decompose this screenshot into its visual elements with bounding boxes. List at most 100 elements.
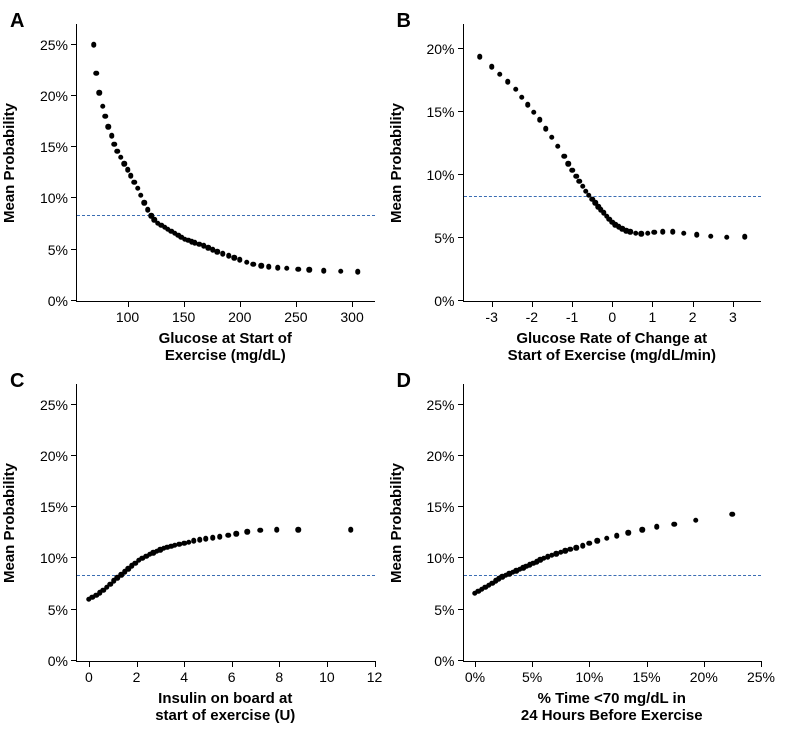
data-point (93, 71, 99, 77)
data-point (565, 161, 571, 167)
y-tick (71, 249, 77, 250)
y-tick (458, 455, 464, 456)
x-tick-label: 250 (284, 309, 307, 325)
x-tick-label: 150 (172, 309, 195, 325)
data-point (724, 235, 730, 241)
y-tick-label: 5% (48, 602, 68, 618)
data-point (513, 87, 519, 93)
data-point (274, 527, 280, 533)
x-tick (296, 301, 297, 307)
y-tick (458, 48, 464, 49)
panel-C-plot-wrap: 0%5%10%15%20%25%024681012 (76, 384, 375, 662)
data-point (244, 259, 250, 265)
y-tick-label: 20% (40, 88, 68, 104)
data-point (708, 233, 714, 239)
panel-B-xlabel: Glucose Rate of Change atStart of Exerci… (463, 330, 762, 365)
data-point (132, 179, 138, 185)
data-point (91, 42, 97, 48)
x-tick (184, 301, 185, 307)
x-tick (352, 301, 353, 307)
y-tick-label: 20% (40, 448, 68, 464)
x-tick-label: 8 (275, 669, 283, 685)
panel-A: A Mean Probability 0%5%10%15%20%25%10015… (6, 8, 393, 368)
data-point (234, 531, 240, 537)
x-tick (128, 301, 129, 307)
data-point (730, 512, 736, 518)
xlabel-line: 24 Hours Before Exercise (463, 707, 762, 724)
x-tick-label: -3 (485, 309, 497, 325)
data-point (626, 530, 632, 536)
panel-A-plot-area: 0%5%10%15%20%25%100150200250300 (76, 24, 375, 302)
data-point (604, 536, 610, 542)
data-point (355, 269, 361, 275)
y-tick-label: 0% (434, 293, 454, 309)
x-tick (492, 301, 493, 307)
x-tick-label: 100 (116, 309, 139, 325)
x-tick (375, 661, 376, 667)
data-point (142, 200, 148, 206)
x-tick-label: 10% (575, 669, 603, 685)
panel-A-xlabel: Glucose at Start ofExercise (mg/dL) (76, 330, 375, 365)
data-point (97, 90, 103, 96)
data-point (580, 543, 586, 549)
panel-B-plot-wrap: 0%5%10%15%20%-3-2-10123 (463, 24, 762, 302)
data-point (569, 167, 575, 173)
data-point (639, 527, 645, 533)
data-point (225, 533, 231, 539)
data-point (100, 103, 106, 109)
panel-C: C Mean Probability 0%5%10%15%20%25%02468… (6, 368, 393, 728)
x-tick (532, 301, 533, 307)
y-tick-label: 25% (40, 37, 68, 53)
y-tick-label: 25% (426, 397, 454, 413)
data-point (742, 234, 748, 240)
data-point (138, 193, 144, 199)
data-point (258, 263, 264, 269)
data-point (477, 54, 483, 60)
x-tick (652, 301, 653, 307)
data-point (537, 117, 543, 123)
panel-B-ylabel: Mean Probability (388, 103, 405, 223)
x-tick-label: 20% (690, 669, 718, 685)
xlabel-line: Glucose Rate of Change at (463, 330, 762, 347)
x-tick (232, 661, 233, 667)
x-tick-label: 200 (228, 309, 251, 325)
panel-B-plot-area: 0%5%10%15%20%-3-2-10123 (463, 24, 762, 302)
y-tick (458, 300, 464, 301)
panel-C-ylabel: Mean Probability (1, 463, 18, 583)
data-point (237, 257, 243, 263)
x-tick (89, 661, 90, 667)
data-point (670, 229, 676, 235)
data-point (210, 535, 216, 541)
x-tick-label: 3 (729, 309, 737, 325)
panel-A-label: A (10, 10, 24, 33)
x-tick-label: -2 (526, 309, 538, 325)
reference-line (464, 196, 762, 197)
data-point (671, 521, 677, 527)
x-tick-label: 25% (747, 669, 775, 685)
panel-D-ylabel: Mean Probability (388, 463, 405, 583)
x-tick (612, 301, 613, 307)
data-point (295, 266, 301, 272)
data-point (652, 230, 658, 236)
data-point (106, 124, 112, 130)
data-point (135, 185, 141, 191)
panel-D: D Mean Probability 0%5%10%15%20%25%0%5%1… (393, 368, 780, 728)
data-point (125, 167, 131, 173)
x-tick (647, 661, 648, 667)
data-point (217, 534, 223, 540)
data-point (543, 126, 549, 132)
y-tick (458, 111, 464, 112)
y-tick (458, 506, 464, 507)
y-tick (71, 609, 77, 610)
data-point (191, 538, 197, 544)
data-point (128, 173, 134, 179)
x-tick-label: 0 (608, 309, 616, 325)
x-tick (733, 301, 734, 307)
y-tick (71, 300, 77, 301)
y-tick (458, 557, 464, 558)
y-tick-label: 25% (40, 397, 68, 413)
data-point (121, 161, 127, 167)
x-tick-label: 10 (319, 669, 335, 685)
x-tick (589, 661, 590, 667)
y-tick (458, 660, 464, 661)
